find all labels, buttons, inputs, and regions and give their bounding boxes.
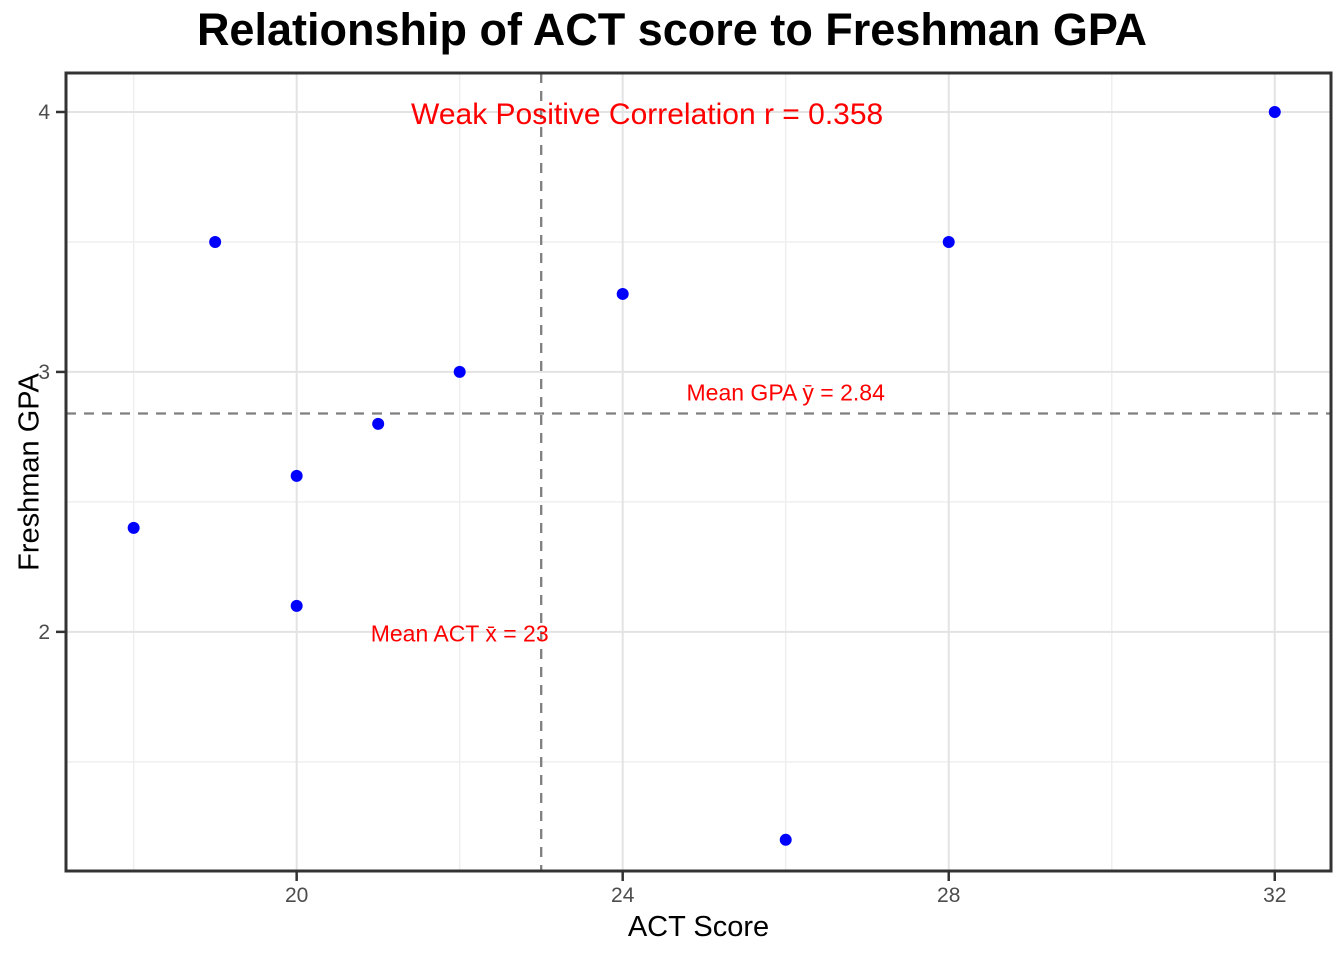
annotation-mean-act: Mean ACT x̄ = 23 bbox=[370, 620, 549, 647]
data-point bbox=[616, 287, 629, 300]
panel-background bbox=[66, 73, 1331, 871]
data-point bbox=[453, 365, 466, 378]
y-tick-label: 4 bbox=[38, 101, 50, 124]
y-tick-label: 2 bbox=[38, 621, 50, 644]
data-point bbox=[1268, 105, 1281, 118]
x-tick-label: 32 bbox=[1263, 884, 1286, 907]
x-tick-label: 20 bbox=[285, 884, 308, 907]
data-point bbox=[942, 235, 955, 248]
x-tick-label: 28 bbox=[937, 884, 960, 907]
annotation-mean-gpa: Mean GPA ȳ = 2.84 bbox=[686, 379, 885, 406]
data-point bbox=[372, 417, 385, 430]
data-point bbox=[290, 469, 303, 482]
x-tick-label: 24 bbox=[611, 884, 635, 907]
annotation-correlation: Weak Positive Correlation r = 0.358 bbox=[411, 97, 884, 131]
data-point bbox=[209, 235, 222, 248]
y-tick-label: 3 bbox=[38, 361, 50, 384]
panel-border bbox=[64, 71, 1333, 873]
data-point bbox=[127, 521, 140, 534]
y-axis-title: Freshman GPA bbox=[13, 373, 46, 571]
data-point bbox=[779, 833, 792, 846]
chart-title: Relationship of ACT score to Freshman GP… bbox=[196, 4, 1148, 55]
x-axis-title: ACT Score bbox=[627, 911, 770, 943]
data-point bbox=[290, 599, 303, 612]
